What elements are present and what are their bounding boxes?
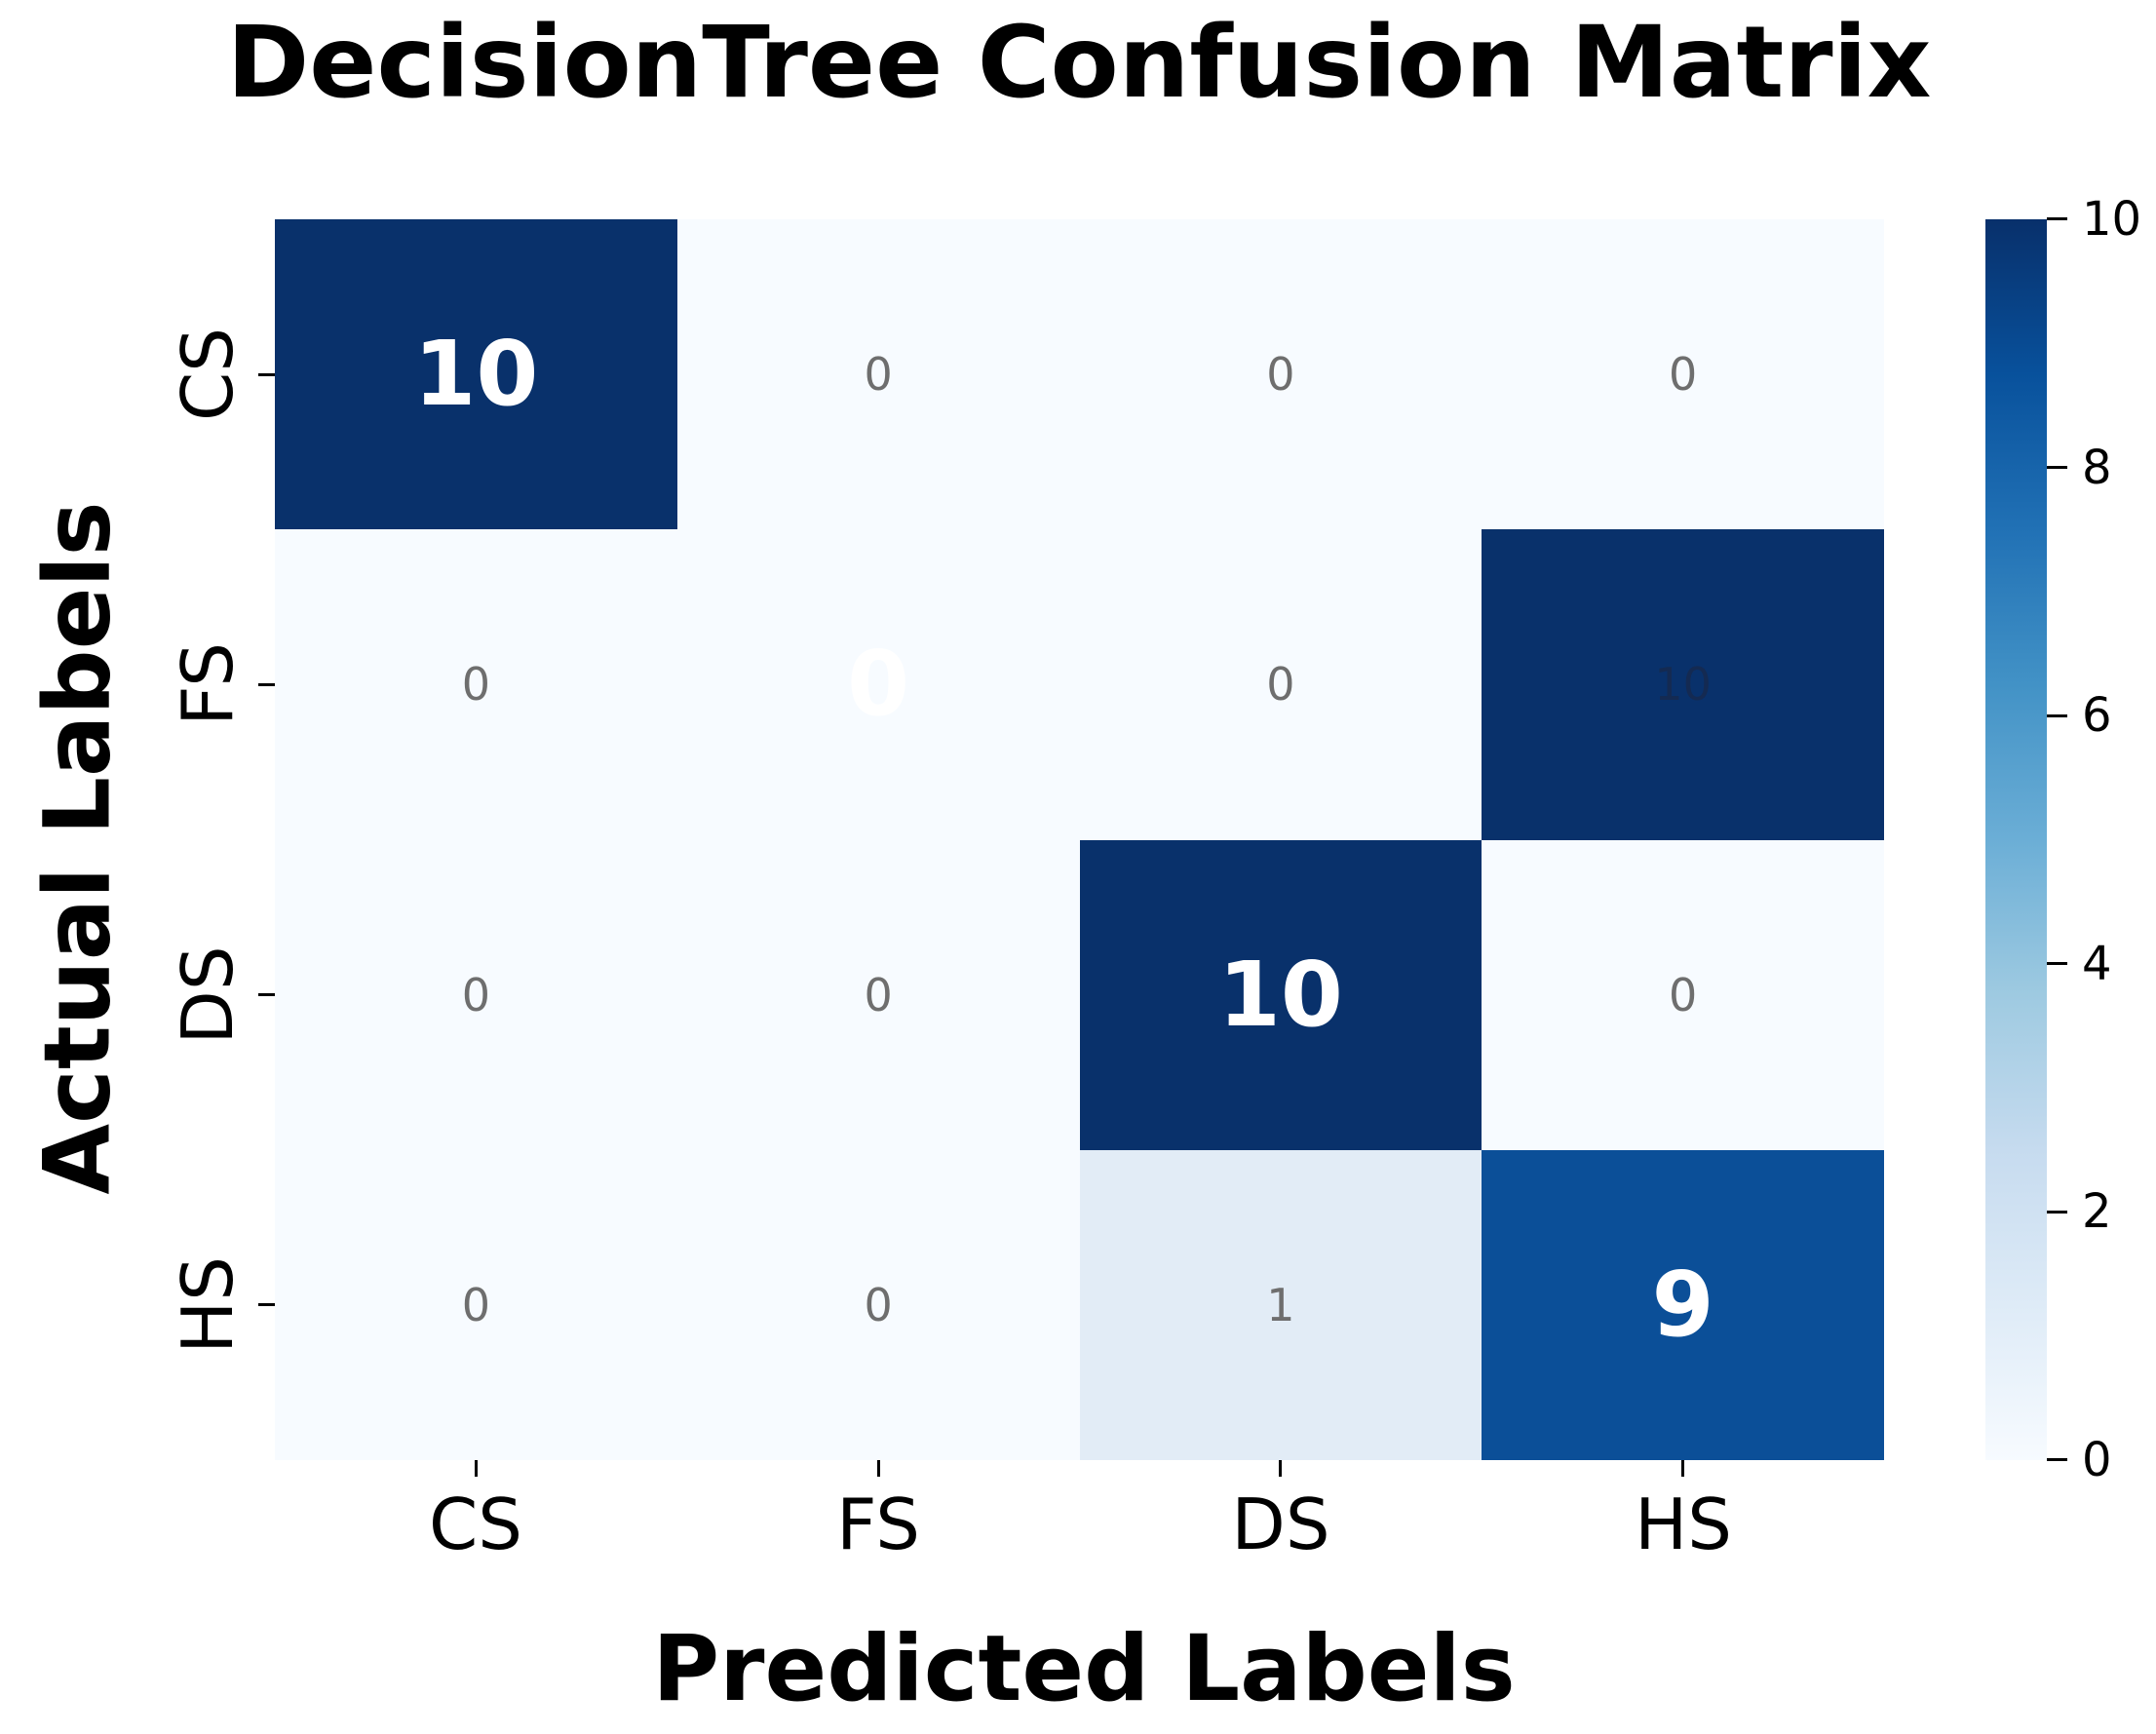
y-tick-mark [258,683,275,686]
x-tick-label: CS [429,1484,522,1565]
y-axis-title: Actual Labels [24,501,132,1195]
colorbar-tick-label: 10 [2082,192,2142,247]
x-tick-mark [1681,1460,1684,1477]
colorbar-tick-mark [2047,714,2067,717]
matrix-cell-r0c0: 10 [275,219,677,530]
y-tick-label: FS [167,642,249,726]
colorbar-tick-label: 4 [2082,937,2112,991]
matrix-cell-r2c1: 0 [676,839,1080,1150]
x-tick-label: HS [1635,1484,1732,1565]
y-tick-mark [258,1303,275,1306]
colorbar-tick-mark [2047,217,2067,220]
matrix-cell-r0c3: 0 [1482,219,1884,530]
chart-title: DecisionTree Confusion Matrix [226,5,1932,121]
matrix-cell-r3c1: 0 [676,1149,1080,1460]
y-tick-mark [258,993,275,996]
colorbar-tick-label: 8 [2082,441,2112,495]
y-tick-label: CS [167,328,249,421]
matrix-cell-r0c1: 0 [676,219,1080,530]
matrix-cell-r2c2: 10 [1079,839,1482,1150]
x-tick-label: DS [1231,1484,1330,1565]
colorbar-tick-mark [2047,1211,2067,1214]
colorbar-tick-mark [2047,1458,2067,1461]
x-tick-mark [1279,1460,1282,1477]
matrix-cell-r1c3: 10 [1482,529,1884,840]
matrix-cell-r2c0: 0 [275,839,677,1150]
matrix-cell-r1c1: 0 [676,529,1080,840]
matrix-cell-r3c2: 1 [1079,1149,1482,1460]
x-tick-mark [475,1460,478,1477]
matrix-cell-r0c2: 0 [1079,219,1482,530]
y-tick-label: DS [167,945,249,1045]
x-axis-title: Predicted Labels [652,1616,1516,1722]
matrix-cell-r3c0: 0 [275,1149,677,1460]
y-tick-mark [258,373,275,376]
matrix-cell-r1c0: 0 [275,529,677,840]
colorbar-gradient [1985,219,2047,1460]
colorbar-tick-label: 2 [2082,1184,2112,1239]
heatmap-grid: 10 0 0 0 0 0 0 10 0 0 10 0 0 0 1 9 [275,219,1884,1460]
matrix-cell-r1c2: 0 [1079,529,1482,840]
colorbar-tick-label: 0 [2082,1433,2112,1487]
colorbar-tick-mark [2047,466,2067,469]
x-tick-label: FS [836,1484,920,1565]
x-tick-mark [877,1460,880,1477]
matrix-cell-r3c3: 9 [1482,1149,1884,1460]
colorbar-tick-label: 6 [2082,688,2112,743]
colorbar-tick-mark [2047,962,2067,965]
matrix-cell-r2c3: 0 [1482,839,1884,1150]
y-tick-label: HS [167,1256,249,1354]
